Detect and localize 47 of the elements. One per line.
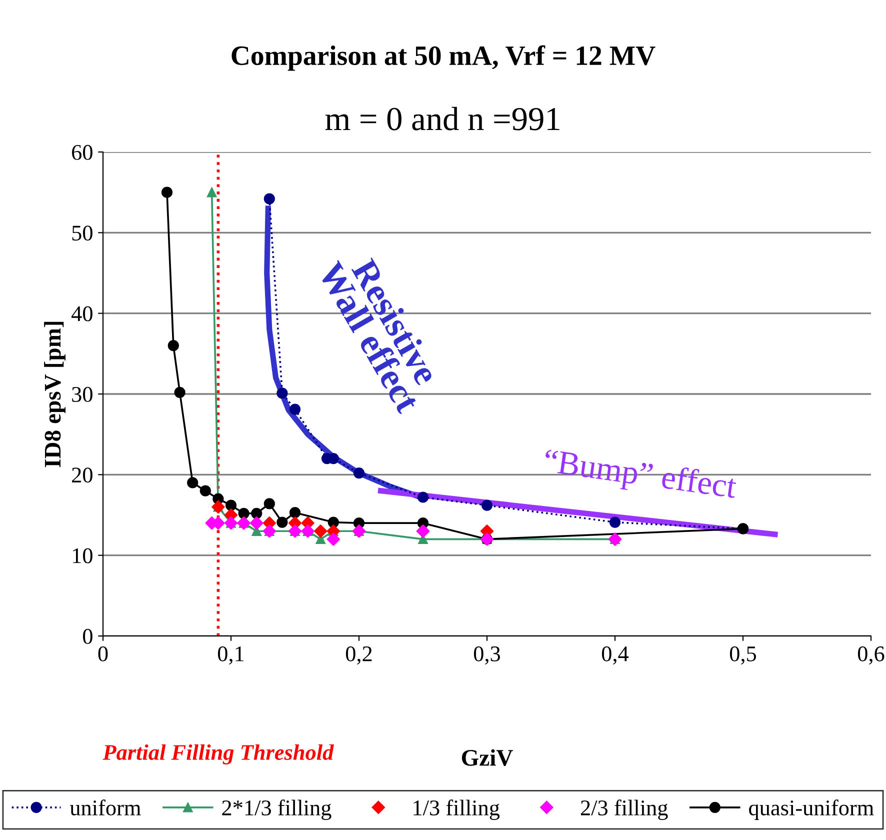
- point: [251, 508, 262, 519]
- x-tick-label: 0: [98, 646, 108, 662]
- point: [276, 516, 288, 528]
- y-tick-label: 60: [72, 144, 92, 160]
- y-tick-label: 50: [72, 226, 92, 241]
- point: [264, 498, 275, 510]
- x-tick-label: 0,2: [346, 646, 372, 665]
- y-tick-label: 10: [73, 548, 92, 564]
- point: [289, 507, 301, 518]
- legend-label: uniform: [70, 800, 141, 816]
- point: [206, 187, 217, 198]
- x-tick-label: 0,6: [858, 646, 884, 665]
- point: [168, 340, 179, 352]
- legend-label: 2/3 filling: [580, 800, 668, 820]
- point: [238, 508, 250, 519]
- point: [314, 524, 328, 538]
- y-tick-label: 30: [72, 386, 92, 402]
- point: [481, 500, 493, 511]
- x-tick-label: 0,5: [730, 646, 756, 665]
- y-axis-title: ID8 epsV [pm]: [44, 322, 66, 468]
- annotation: “Bump” effect: [542, 448, 738, 505]
- x-axis-title: GziV: [462, 749, 513, 766]
- y-tick-label: 40: [71, 306, 92, 322]
- x-tick-label: 0,1: [218, 646, 244, 665]
- point: [200, 485, 211, 496]
- chart-title: Comparison at 50 mA, Vrf = 12 MV: [232, 45, 656, 71]
- chart-subtitle: m = 0 and n =991: [325, 106, 560, 130]
- point: [276, 388, 288, 399]
- point: [609, 516, 621, 528]
- legend-label: 2*1/3 filling: [222, 800, 332, 820]
- legend-label: 1/3 filling: [414, 800, 500, 820]
- point: [161, 186, 173, 198]
- point: [264, 193, 275, 204]
- ref-line-label: Partial Filling Threshold: [102, 744, 334, 764]
- point: [187, 477, 198, 488]
- point: [289, 404, 301, 415]
- y-tick-label: 0: [83, 628, 92, 644]
- point: [353, 467, 365, 479]
- x-tick-label: 0,4: [602, 646, 629, 665]
- point: [225, 500, 237, 511]
- x-tick-label: 0,3: [474, 646, 500, 665]
- y-tick-label: 20: [72, 468, 92, 483]
- point: [326, 532, 340, 546]
- legend-label: quasi-uniform: [749, 800, 874, 820]
- point: [174, 386, 186, 398]
- point: [417, 492, 429, 503]
- point: [328, 516, 339, 528]
